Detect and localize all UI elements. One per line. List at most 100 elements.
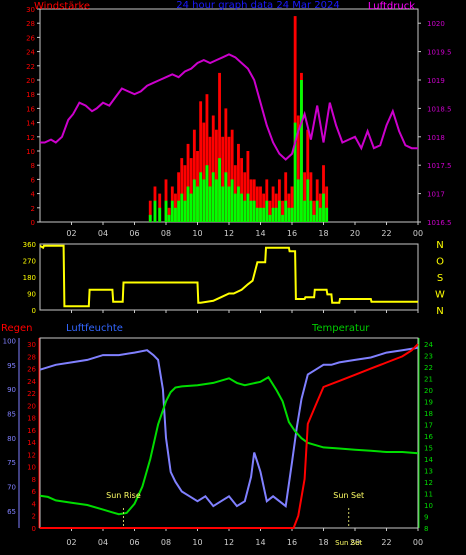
y-tick-label: 20 [26, 77, 35, 85]
wind-bar [180, 193, 184, 222]
gust-bar [255, 186, 259, 222]
wind-bar [211, 172, 215, 222]
gust-bar [202, 122, 206, 222]
y-tick-label: 270 [23, 258, 36, 266]
gust-bar [180, 158, 184, 222]
x-tick-label: 20 [350, 229, 360, 238]
rain-tick-label: 28 [27, 353, 36, 361]
temperature-tick-label: 17 [424, 421, 433, 429]
wind-bar [230, 179, 234, 222]
compass-label: N [436, 240, 443, 251]
rain-tick-label: 16 [27, 427, 36, 435]
humidity-tick-label: 65 [7, 508, 16, 516]
wind-bar [227, 186, 231, 222]
y-tick-label: 26 [26, 34, 35, 42]
gust-bar [271, 186, 275, 222]
gust-bar [214, 129, 218, 222]
compass-label: O [436, 257, 444, 268]
temperature-tick-label: 16 [424, 433, 433, 441]
wind-bar [243, 200, 247, 222]
x-tick-label: 10 [192, 229, 202, 238]
y-tick-label: 30 [26, 6, 35, 14]
y-tick-label: 18 [26, 91, 35, 99]
wind-bar [214, 179, 218, 222]
wind-bar [246, 193, 250, 222]
x-tick-label: 10 [192, 538, 202, 547]
humidity-axis-title: Luftfeuchte [66, 323, 123, 334]
compass-label: S [437, 273, 443, 284]
rain-tick-label: 26 [27, 366, 36, 374]
temperature-tick-label: 8 [424, 525, 428, 533]
wind-bar [306, 179, 310, 222]
x-tick-label: 02 [66, 538, 76, 547]
wind-bar [158, 207, 162, 222]
wind-axis-title: Windstärke [34, 1, 90, 12]
y-tick-label: 10 [26, 148, 35, 156]
wind-bar [202, 179, 206, 222]
temperature-tick-label: 10 [424, 502, 433, 510]
temperature-tick-label: 13 [424, 467, 433, 475]
rain-tick-label: 30 [27, 341, 36, 349]
gust-bar [186, 143, 190, 222]
wind-bar [153, 200, 157, 222]
rain-tick-label: 4 [32, 500, 37, 508]
y-tick-label: 28 [26, 20, 35, 28]
wind-bar [218, 158, 221, 222]
humidity-tick-label: 70 [7, 484, 16, 492]
temperature-tick-label: 18 [424, 410, 433, 418]
chart-title: 24 hour graph data 24 Mar 2024 [176, 0, 340, 11]
humidity-tick-label: 85 [7, 411, 16, 419]
x-tick-label: 04 [98, 229, 108, 238]
gust-bar [218, 72, 221, 223]
wind-bar [309, 200, 313, 222]
y-tick-label: 12 [26, 134, 35, 142]
wind-bar [192, 179, 196, 222]
x-tick-label: 00 [413, 229, 423, 238]
sunset-label: Sun Set [333, 491, 364, 500]
wind-bar [249, 200, 253, 222]
x-tick-label: 14 [255, 538, 265, 547]
y-tick-label: 22 [26, 63, 35, 71]
rain-tick-label: 10 [27, 464, 36, 472]
x-tick-label: 12 [224, 538, 234, 547]
wind-bar [167, 214, 171, 222]
gust-bar [284, 172, 288, 222]
temperature-tick-label: 15 [424, 444, 433, 452]
gust-bar [306, 129, 310, 222]
temperature-tick-label: 24 [424, 341, 433, 349]
gust-bar [237, 143, 240, 222]
sunset-axis-label: Sun Set [335, 539, 362, 547]
gust-bar [224, 108, 228, 222]
x-tick-label: 22 [381, 229, 391, 238]
wind-bar [170, 200, 174, 222]
humidity-temperature-panel: 6570758085909510002468101214161820222426… [1, 323, 433, 547]
x-tick-label: 08 [161, 229, 171, 238]
x-tick-label: 02 [66, 229, 76, 238]
x-tick-label: 18 [318, 229, 328, 238]
gust-bar [240, 158, 244, 222]
y-tick-label-right: 1016.5 [427, 219, 452, 227]
temperature-tick-label: 21 [424, 375, 433, 383]
y-tick-label: 180 [23, 274, 36, 282]
gust-bar [325, 186, 329, 222]
wind-bar [293, 122, 297, 222]
humidity-tick-label: 90 [7, 386, 16, 394]
humidity-tick-label: 95 [7, 362, 16, 370]
y-tick-label: 14 [26, 120, 35, 128]
wind-pressure-panel: 0246810121416182022242628301016.51017101… [26, 0, 451, 238]
temperature-tick-label: 22 [424, 364, 433, 372]
rain-tick-label: 22 [27, 390, 36, 398]
gust-bar [309, 172, 313, 222]
gust-bar [230, 129, 234, 222]
rain-tick-label: 6 [32, 488, 37, 496]
gust-bar [259, 186, 262, 222]
temperature-tick-label: 9 [424, 513, 428, 521]
gust-bar [227, 136, 231, 222]
compass-label: W [435, 290, 445, 301]
gust-bar [199, 101, 203, 222]
gust-bar [177, 172, 181, 222]
wind-bar [233, 193, 237, 222]
wind-bar [268, 214, 272, 222]
wind-bar [255, 207, 259, 222]
y-tick-label-right: 1019 [427, 77, 445, 85]
